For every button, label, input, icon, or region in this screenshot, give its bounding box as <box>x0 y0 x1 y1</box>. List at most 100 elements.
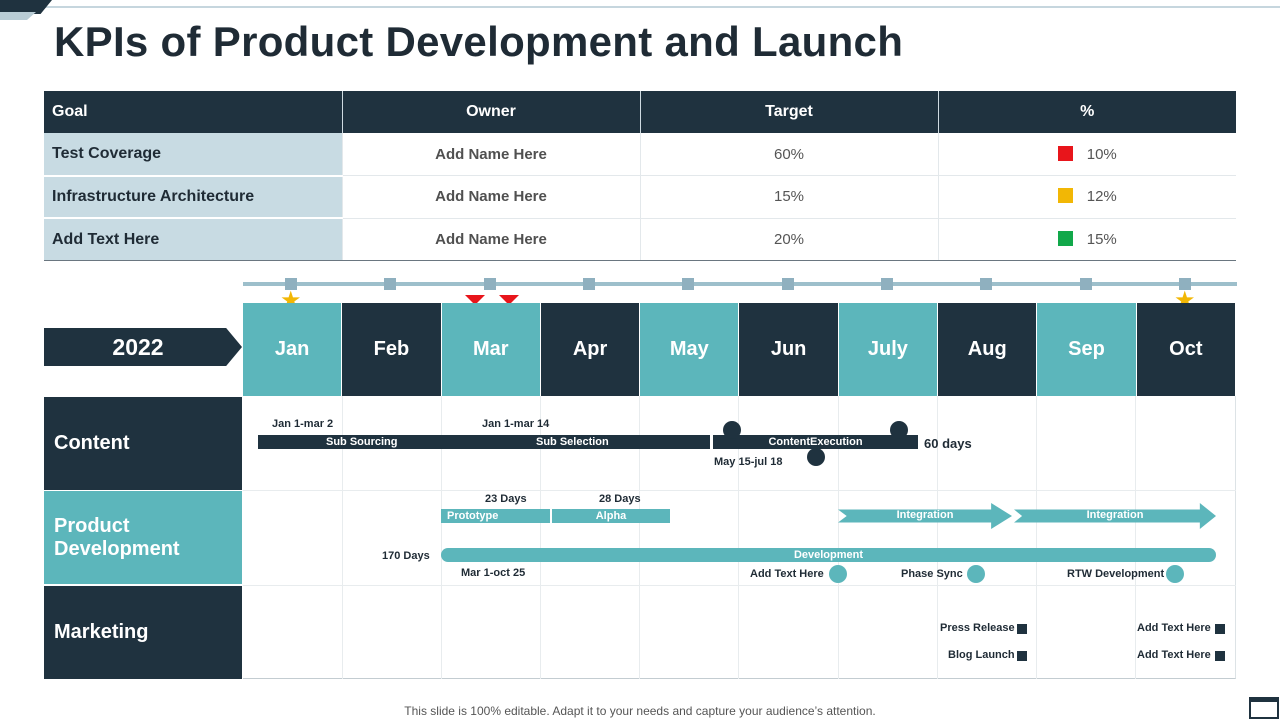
page-title: KPIs of Product Development and Launch <box>54 18 904 65</box>
category-content: Content <box>44 397 242 490</box>
alpha-bar[interactable]: Alpha <box>552 509 670 523</box>
grid-line <box>738 396 739 679</box>
owner-cell[interactable]: Add Name Here <box>342 175 641 219</box>
month-jan: Jan <box>243 303 343 396</box>
content-execution-bar[interactable]: ContentExecution <box>713 435 918 449</box>
percent-value: 10% <box>1086 145 1117 163</box>
grid-line <box>441 396 442 679</box>
rail-marker <box>881 278 893 290</box>
rail-marker <box>285 278 297 290</box>
bar-label: Sub Selection <box>536 436 609 448</box>
corner-accent <box>0 0 52 14</box>
marker-square-icon <box>1215 651 1225 661</box>
content-date-label: Jan 1-mar 2 <box>272 418 334 430</box>
target-cell: 60% <box>640 133 939 176</box>
grid-line <box>1135 396 1136 679</box>
alpha-duration: 28 Days <box>599 493 641 505</box>
table-row: Add Text Here Add Name Here 20% 15% <box>44 218 1236 261</box>
arrow-label: Integration <box>1086 509 1144 521</box>
marketing-item: Blog Launch <box>948 649 1015 661</box>
month-aug: Aug <box>938 303 1038 396</box>
content-date-label: Jan 1-mar 14 <box>482 418 550 430</box>
grid-line <box>937 396 938 679</box>
goal-cell: Infrastructure Architecture <box>44 175 343 219</box>
corner-accent-light <box>0 12 36 20</box>
bar-label: Sub Sourcing <box>326 436 398 448</box>
milestone-label: RTW Development <box>1067 568 1165 580</box>
sub-sourcing-bar[interactable]: Sub Sourcing Sub Selection <box>258 435 710 449</box>
owner-cell[interactable]: Add Name Here <box>342 218 641 261</box>
milestone-dot <box>890 421 908 439</box>
grid-line <box>1036 396 1037 679</box>
percent-value: 12% <box>1086 188 1117 206</box>
timeline-rail <box>243 282 1237 286</box>
header-percent: % <box>938 91 1236 133</box>
milestone-dot <box>723 421 741 439</box>
development-bar[interactable]: Development <box>441 548 1216 562</box>
marketing-item: Add Text Here <box>1137 622 1211 634</box>
grid-line <box>243 585 1236 586</box>
month-oct: Oct <box>1136 303 1235 396</box>
percent-cell: 15% <box>938 218 1236 261</box>
rail-marker <box>583 278 595 290</box>
month-may: May <box>640 303 740 396</box>
percent-cell: 12% <box>938 175 1236 219</box>
milestone-label: Phase Sync <box>901 568 963 580</box>
month-mar: Mar <box>441 303 541 396</box>
category-product-development: Product Development <box>44 491 242 584</box>
grid-line <box>540 396 541 679</box>
bar-label: ContentExecution <box>768 436 863 448</box>
category-marketing: Marketing <box>44 586 242 679</box>
rail-marker <box>782 278 794 290</box>
header-target: Target <box>640 91 939 133</box>
marketing-item: Add Text Here <box>1137 649 1211 661</box>
status-square-icon <box>1057 188 1073 204</box>
month-feb: Feb <box>342 303 442 396</box>
target-cell: 15% <box>640 175 939 219</box>
goal-cell: Test Coverage <box>44 133 343 177</box>
marker-square-icon <box>1017 651 1027 661</box>
month-july: July <box>838 303 939 396</box>
month-header: Jan Feb Mar Apr May Jun July Aug Sep Oct <box>243 303 1235 396</box>
milestone-dot <box>807 448 825 466</box>
table-header-row: Goal Owner Target % <box>44 91 1236 133</box>
target-cell: 20% <box>640 218 939 261</box>
marketing-item: Press Release <box>940 622 1015 634</box>
content-duration: 60 days <box>924 436 972 451</box>
content-range: May 15-jul 18 <box>714 456 783 468</box>
table-row: Test Coverage Add Name Here 60% 10% <box>44 133 1236 177</box>
month-sep: Sep <box>1037 303 1137 396</box>
marker-square-icon <box>1215 624 1225 634</box>
month-apr: Apr <box>540 303 641 396</box>
kpi-table: Goal Owner Target % Test Coverage Add Na… <box>44 91 1236 261</box>
arrow-label: Integration <box>896 509 954 521</box>
owner-cell[interactable]: Add Name Here <box>342 133 641 176</box>
marker-square-icon <box>1017 624 1027 634</box>
status-square-icon <box>1057 230 1073 246</box>
rail-marker <box>484 278 496 290</box>
rail-marker <box>384 278 396 290</box>
header-goal: Goal <box>44 91 343 133</box>
timeline-grid <box>243 396 1236 679</box>
monitor-icon <box>1249 697 1279 719</box>
percent-cell: 10% <box>938 133 1236 176</box>
footer-note: This slide is 100% editable. Adapt it to… <box>404 704 876 718</box>
prototype-duration: 23 Days <box>485 493 527 505</box>
grid-line <box>342 396 343 679</box>
milestone-dot <box>829 565 847 583</box>
milestone-label: Add Text Here <box>750 568 824 580</box>
development-duration: 170 Days <box>382 550 430 562</box>
triangle-down-icon <box>465 295 485 305</box>
prototype-bar[interactable]: Prototype <box>441 509 550 523</box>
top-divider <box>0 6 1280 8</box>
rail-marker <box>980 278 992 290</box>
grid-line <box>838 396 839 679</box>
goal-cell: Add Text Here <box>44 218 343 261</box>
rail-marker <box>1179 278 1191 290</box>
triangle-down-icon <box>499 295 519 305</box>
development-range: Mar 1-oct 25 <box>461 567 526 579</box>
percent-value: 15% <box>1086 230 1117 248</box>
grid-line <box>243 490 1236 491</box>
status-square-icon <box>1057 145 1073 161</box>
grid-line <box>639 396 640 679</box>
